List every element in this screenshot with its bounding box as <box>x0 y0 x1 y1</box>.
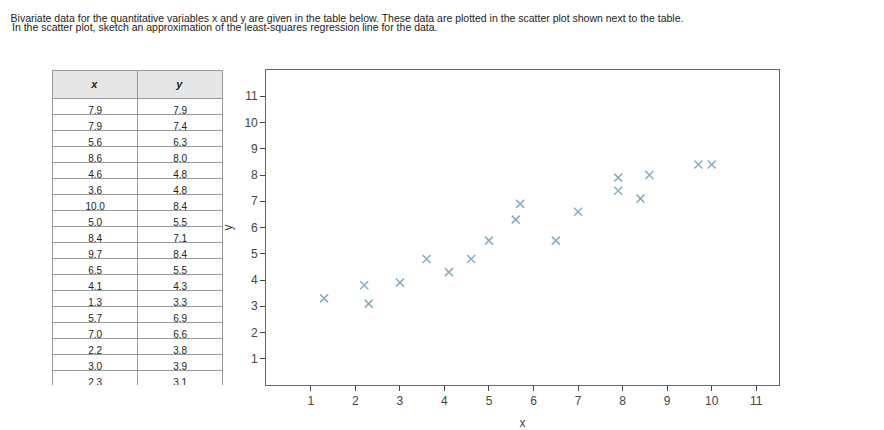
svg-text:3: 3 <box>251 299 258 313</box>
svg-text:10: 10 <box>244 116 258 130</box>
svg-text:8.4: 8.4 <box>173 200 188 212</box>
svg-text:3.0: 3.0 <box>88 360 103 372</box>
svg-text:4.1: 4.1 <box>88 280 103 292</box>
svg-text:8.4: 8.4 <box>173 248 188 260</box>
svg-text:2: 2 <box>352 394 359 408</box>
svg-text:x: x <box>519 416 525 430</box>
svg-text:3.3: 3.3 <box>173 296 188 308</box>
svg-text:5: 5 <box>486 394 493 408</box>
svg-text:1.3: 1.3 <box>88 296 103 308</box>
svg-text:7.9: 7.9 <box>88 120 103 132</box>
svg-text:3.1: 3.1 <box>173 377 187 386</box>
svg-text:3.8: 3.8 <box>173 344 188 356</box>
svg-text:9: 9 <box>664 394 671 408</box>
svg-text:7.9: 7.9 <box>88 104 103 116</box>
svg-text:4.3: 4.3 <box>173 280 188 292</box>
svg-text:7.1: 7.1 <box>173 232 188 244</box>
svg-text:3.6: 3.6 <box>88 184 103 196</box>
svg-text:7.4: 7.4 <box>173 120 188 132</box>
svg-text:5.5: 5.5 <box>173 216 188 228</box>
svg-text:4: 4 <box>441 394 448 408</box>
svg-text:9: 9 <box>251 142 258 156</box>
svg-text:6.9: 6.9 <box>173 312 188 324</box>
svg-text:5.0: 5.0 <box>88 216 103 228</box>
svg-text:6: 6 <box>251 221 258 235</box>
svg-text:3.9: 3.9 <box>173 360 188 372</box>
svg-text:10.0: 10.0 <box>85 200 105 212</box>
svg-text:1: 1 <box>307 394 314 408</box>
svg-text:Bivariate data for the quantit: Bivariate data for the quantitative vari… <box>11 12 684 24</box>
svg-text:y: y <box>175 78 183 90</box>
svg-text:10: 10 <box>705 394 719 408</box>
svg-text:11: 11 <box>750 394 763 408</box>
svg-text:4.6: 4.6 <box>88 168 103 180</box>
svg-text:5.7: 5.7 <box>88 312 103 324</box>
svg-text:6: 6 <box>530 394 537 408</box>
svg-text:11: 11 <box>245 89 258 103</box>
svg-text:In the scatter plot, sketch an: In the scatter plot, sketch an approxima… <box>12 21 438 33</box>
svg-text:7.0: 7.0 <box>88 328 103 340</box>
svg-text:7.9: 7.9 <box>173 104 188 116</box>
svg-text:6.3: 6.3 <box>173 136 188 148</box>
svg-text:4: 4 <box>251 273 258 287</box>
svg-text:5.6: 5.6 <box>88 136 103 148</box>
svg-text:2.2: 2.2 <box>88 344 103 356</box>
svg-text:y: y <box>221 225 235 231</box>
svg-text:5.5: 5.5 <box>173 264 188 276</box>
svg-text:4.8: 4.8 <box>173 184 188 196</box>
svg-text:6.5: 6.5 <box>88 264 103 276</box>
svg-text:9.7: 9.7 <box>88 248 103 260</box>
svg-text:7: 7 <box>575 394 582 408</box>
svg-text:6.6: 6.6 <box>173 328 188 340</box>
svg-text:1: 1 <box>251 352 258 366</box>
svg-text:5: 5 <box>251 247 258 261</box>
svg-text:8: 8 <box>251 168 258 182</box>
svg-text:x: x <box>90 78 98 90</box>
svg-text:2.3: 2.3 <box>88 377 102 386</box>
svg-text:3: 3 <box>397 394 404 408</box>
svg-text:4.8: 4.8 <box>173 168 188 180</box>
svg-text:2: 2 <box>251 326 258 340</box>
svg-text:8.0: 8.0 <box>173 152 188 164</box>
svg-text:8: 8 <box>619 394 626 408</box>
svg-text:8.4: 8.4 <box>88 232 103 244</box>
svg-text:7: 7 <box>251 194 258 208</box>
svg-text:8.6: 8.6 <box>88 152 103 164</box>
